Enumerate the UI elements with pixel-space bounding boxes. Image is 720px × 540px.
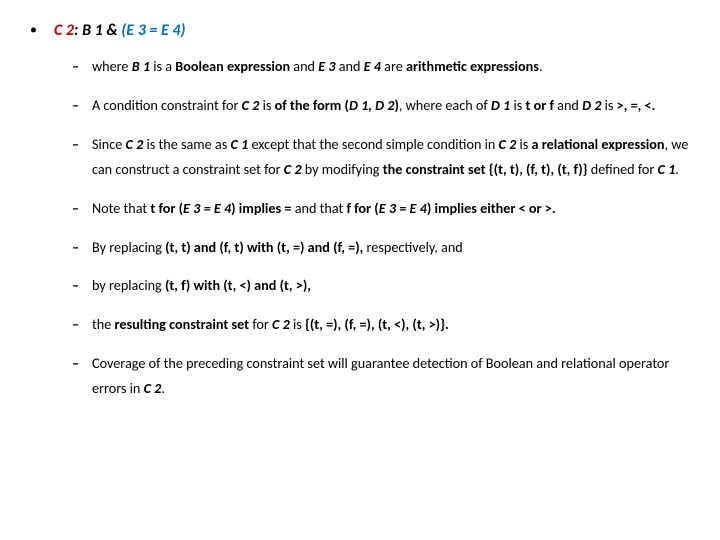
list-item: Note that t for (E 3 = E 4) implies = an… — [72, 196, 690, 221]
list-item: by replacing (t, f) with (t, <) and (t, … — [72, 273, 690, 298]
item-text: A condition constraint for C 2 is of the… — [92, 96, 655, 114]
item-text: the resulting constraint set for C 2 is … — [92, 315, 449, 333]
item-text: Since C 2 is the same as C 1 except that… — [92, 135, 688, 178]
item-text: by replacing (t, f) with (t, <) and (t, … — [92, 276, 311, 294]
title-row: • C 2: B 1 & (E 3 = E 4) — [30, 18, 690, 44]
title-b1: B 1 — [82, 21, 103, 40]
title-text: C 2: B 1 & (E 3 = E 4) — [54, 18, 186, 44]
list-item: Since C 2 is the same as C 1 except that… — [72, 132, 690, 182]
bullet-marker: • — [30, 18, 54, 44]
list-item: the resulting constraint set for C 2 is … — [72, 312, 690, 337]
list-item: A condition constraint for C 2 is of the… — [72, 93, 690, 118]
bullet-list: where B 1 is a Boolean expression and E … — [72, 54, 690, 400]
item-text: Note that t for (E 3 = E 4) implies = an… — [92, 199, 556, 217]
title-c2: C 2 — [54, 21, 74, 40]
list-item: By replacing (t, t) and (f, t) with (t, … — [72, 235, 690, 260]
item-text: Coverage of the preceding constraint set… — [92, 354, 669, 397]
item-text: By replacing (t, t) and (f, t) with (t, … — [92, 238, 463, 256]
title-eq: (E 3 = E 4) — [121, 21, 185, 40]
item-text: where B 1 is a Boolean expression and E … — [92, 57, 542, 75]
list-item: where B 1 is a Boolean expression and E … — [72, 54, 690, 79]
list-item: Coverage of the preceding constraint set… — [72, 351, 690, 401]
